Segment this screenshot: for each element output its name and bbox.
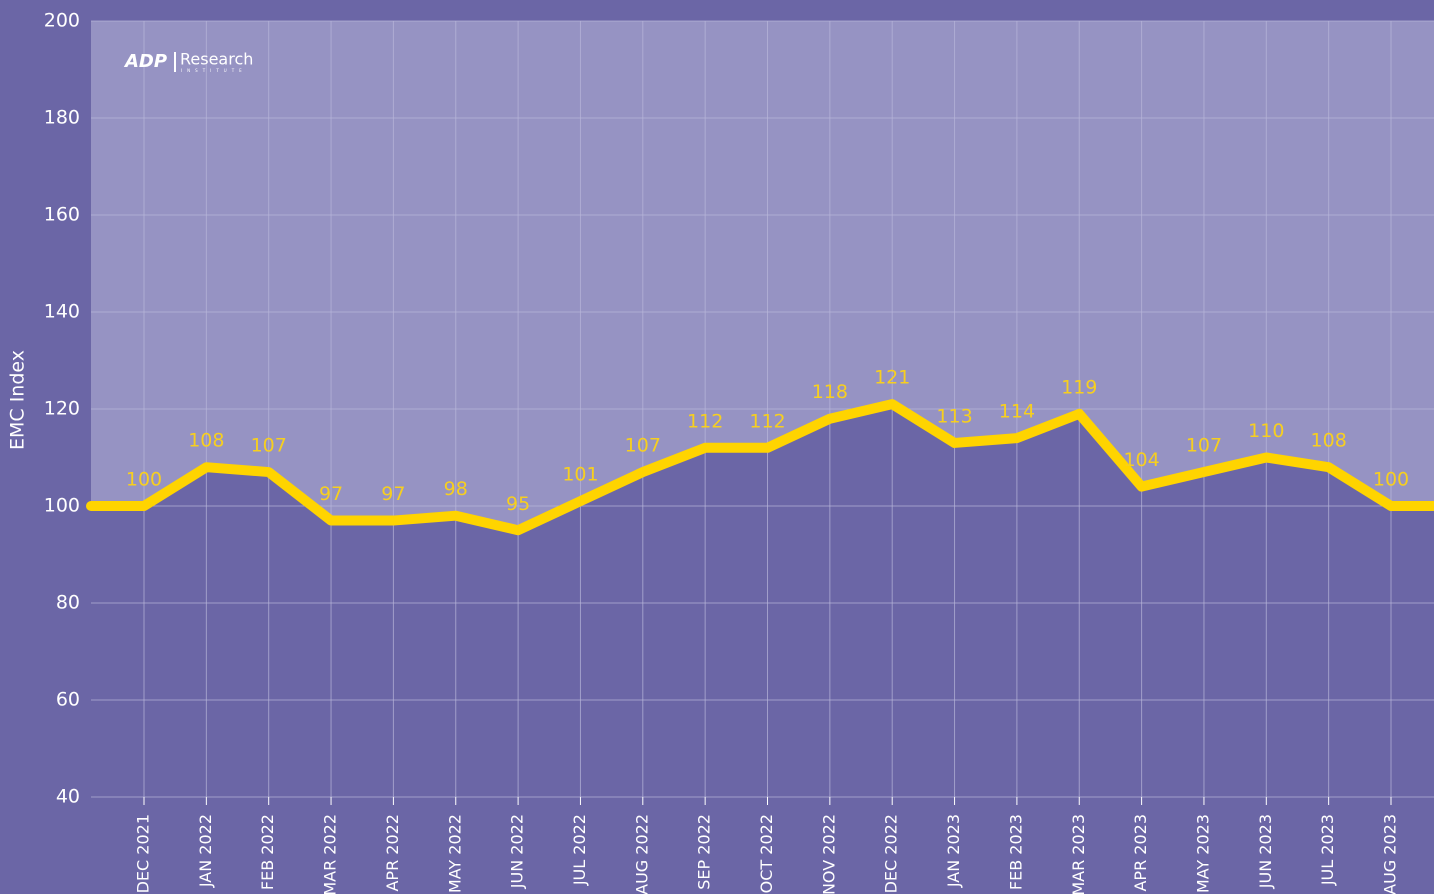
data-label: 100 — [1373, 469, 1409, 491]
x-tick-label: JUL 2023 — [1318, 814, 1337, 886]
y-tick-label: 180 — [44, 107, 80, 129]
data-label: 97 — [381, 483, 405, 505]
data-label: 113 — [936, 405, 972, 427]
data-label: 110 — [1248, 420, 1284, 442]
data-label: 108 — [1311, 430, 1347, 452]
y-axis-label: EMC Index — [7, 350, 29, 450]
area-layer — [91, 404, 1434, 797]
x-tick-label: AUG 2022 — [632, 814, 651, 894]
x-tick-label: MAR 2022 — [321, 814, 340, 894]
logo-name: Research — [180, 50, 253, 69]
logo-brand: ADP — [123, 51, 167, 72]
data-label: 104 — [1123, 449, 1159, 471]
x-tick-label: MAR 2023 — [1069, 814, 1088, 894]
y-tick-label: 160 — [44, 204, 80, 226]
x-tick-label: FEB 2023 — [1006, 814, 1025, 890]
y-tick-label: 200 — [44, 10, 80, 32]
data-label: 121 — [874, 367, 910, 389]
data-label: 107 — [251, 435, 287, 457]
data-label: 114 — [999, 401, 1035, 423]
data-label: 112 — [687, 410, 723, 432]
y-tick-label: 80 — [56, 592, 80, 614]
logo-divider — [174, 52, 176, 72]
x-tick-label: JUN 2022 — [508, 814, 527, 889]
data-label: 108 — [188, 430, 224, 452]
y-tick-label: 40 — [56, 786, 80, 808]
data-label: 100 — [126, 469, 162, 491]
data-label: 98 — [444, 478, 468, 500]
area — [91, 404, 1434, 797]
x-tick-label: NOV 2022 — [819, 814, 838, 894]
y-tick-label: 140 — [44, 301, 80, 323]
logo-sub: INSTITUTE — [181, 68, 247, 73]
data-label: 95 — [506, 493, 530, 515]
x-tick-label: JUN 2023 — [1256, 814, 1275, 889]
data-label: 112 — [749, 410, 785, 432]
data-label: 97 — [319, 483, 343, 505]
x-tick-label: FEB 2022 — [258, 814, 277, 890]
x-tick-label: MAY 2023 — [1193, 814, 1212, 893]
data-label: 101 — [562, 464, 598, 486]
y-tick-label: 60 — [56, 689, 80, 711]
x-tick-label: MAY 2022 — [445, 814, 464, 893]
x-tick-label: SEP 2022 — [695, 814, 714, 890]
logo: ADP Research INSTITUTE — [123, 50, 253, 74]
data-label: 107 — [1186, 435, 1222, 457]
y-tick-label: 100 — [44, 495, 80, 517]
x-tick-label: DEC 2022 — [882, 814, 901, 893]
x-tick-label: OCT 2022 — [757, 814, 776, 893]
x-tick-label: DEC 2021 — [134, 814, 153, 893]
y-tick-label: 120 — [44, 398, 80, 420]
x-tick-label: JAN 2023 — [944, 814, 963, 888]
data-label: 118 — [812, 381, 848, 403]
x-tick-label: JAN 2022 — [196, 814, 215, 888]
data-label: 119 — [1061, 376, 1097, 398]
data-label: 107 — [625, 435, 661, 457]
x-tick-label: APR 2023 — [1131, 814, 1150, 892]
line — [86, 399, 1434, 536]
x-tick-label: APR 2022 — [383, 814, 402, 892]
x-tick-label: JUL 2022 — [570, 814, 589, 886]
x-tick-label: AUG 2023 — [1381, 814, 1400, 894]
